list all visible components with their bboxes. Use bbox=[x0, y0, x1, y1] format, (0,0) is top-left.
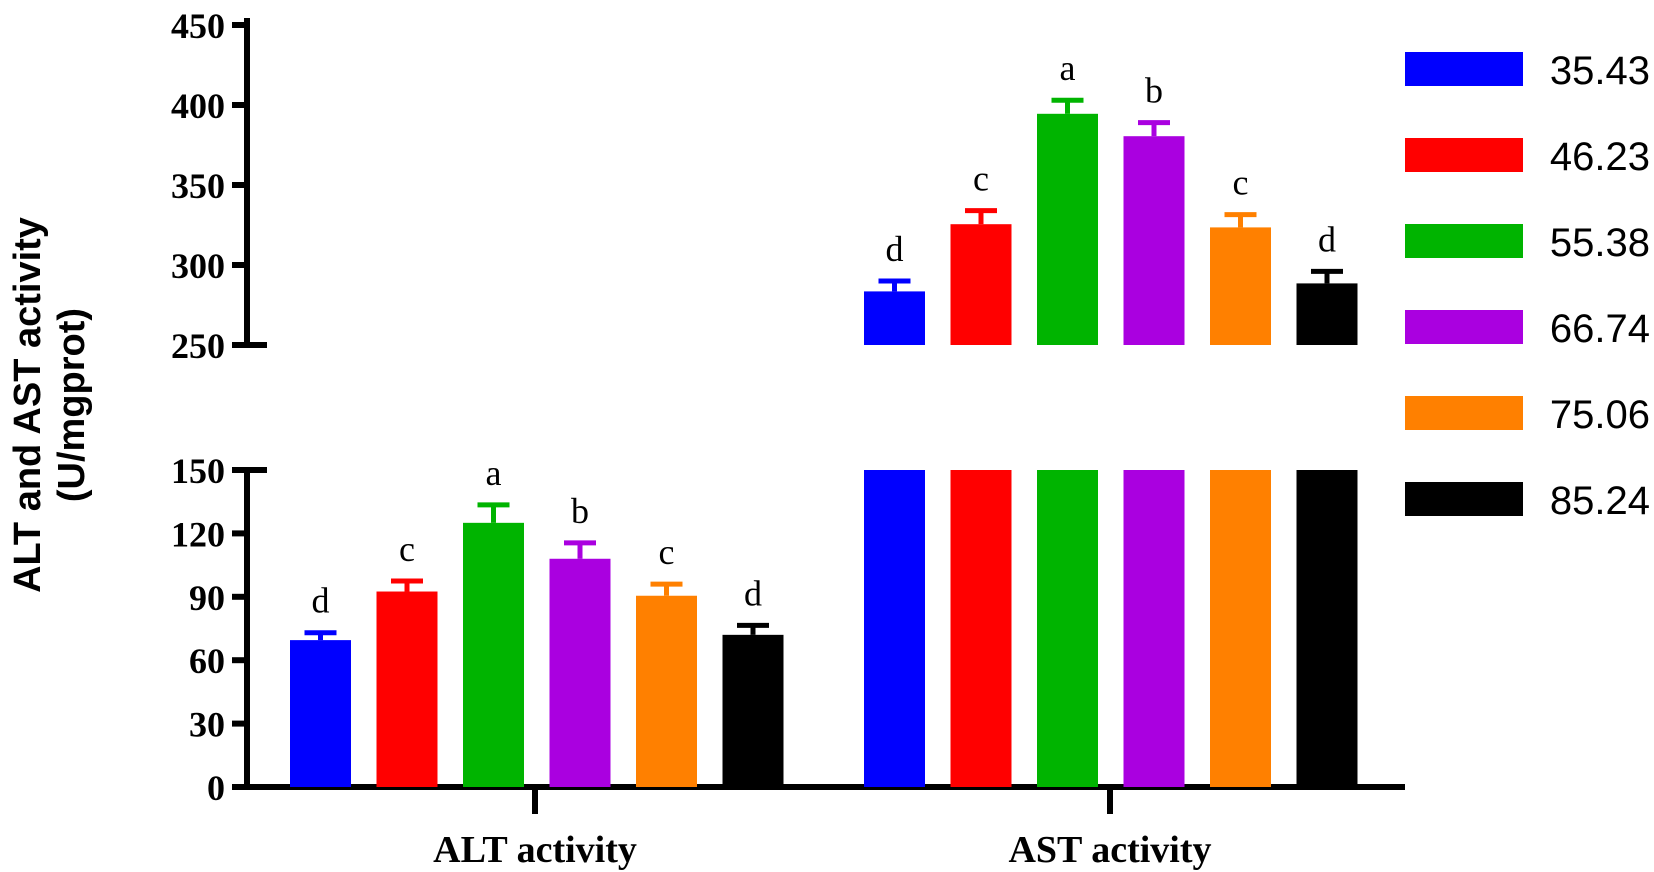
significance-letter: c bbox=[1233, 163, 1249, 203]
y-tick-label: 30 bbox=[189, 705, 225, 745]
bar bbox=[722, 634, 784, 787]
legend-swatch bbox=[1405, 138, 1523, 172]
y-tick-label: 120 bbox=[171, 514, 225, 554]
x-category-label: ALT activity bbox=[433, 829, 637, 871]
legend-label: 66.74 bbox=[1550, 307, 1650, 351]
significance-letter: b bbox=[571, 491, 589, 531]
bar bbox=[1296, 470, 1358, 787]
y-tick-label: 60 bbox=[189, 641, 225, 681]
legend-swatch bbox=[1405, 52, 1523, 86]
x-category-label: AST activity bbox=[1008, 829, 1211, 871]
significance-letter: d bbox=[1318, 219, 1336, 259]
bar bbox=[376, 591, 438, 787]
y-axis-title-line: (U/mgprot) bbox=[51, 308, 93, 502]
bar bbox=[1037, 470, 1098, 787]
significance-letter: b bbox=[1145, 71, 1163, 111]
y-axis-title: ALT and AST activity(U/mgprot) bbox=[7, 217, 93, 593]
significance-letter: a bbox=[486, 453, 502, 493]
bar bbox=[463, 522, 524, 787]
significance-letter: a bbox=[1060, 48, 1076, 88]
significance-letter: d bbox=[886, 229, 904, 269]
x-axis: ALT activity AST activity bbox=[244, 784, 1405, 871]
y-tick-label: 350 bbox=[171, 166, 225, 206]
bar bbox=[290, 640, 351, 787]
legend-label: 55.38 bbox=[1550, 221, 1650, 265]
significance-letter: c bbox=[659, 532, 675, 572]
bar bbox=[1123, 136, 1185, 345]
legend-label: 46.23 bbox=[1550, 135, 1650, 179]
legend-swatch bbox=[1405, 310, 1523, 344]
y-tick-label: 90 bbox=[189, 578, 225, 618]
bar bbox=[1296, 283, 1358, 345]
bar bbox=[1123, 470, 1185, 787]
bar bbox=[950, 224, 1012, 345]
significance-letter: d bbox=[744, 573, 762, 613]
bar bbox=[1210, 227, 1271, 345]
bar bbox=[549, 558, 611, 787]
legend-label: 75.06 bbox=[1550, 393, 1650, 437]
legend-swatch bbox=[1405, 482, 1523, 516]
legend-label: 85.24 bbox=[1550, 479, 1650, 523]
y-tick-label: 250 bbox=[171, 326, 225, 366]
significance-letter: c bbox=[399, 529, 415, 569]
bar bbox=[1210, 470, 1271, 787]
legend-swatch bbox=[1405, 224, 1523, 258]
y-tick-label: 300 bbox=[171, 246, 225, 286]
bar bbox=[864, 470, 925, 787]
legend: 35.43 46.23 55.38 66.74 75.06 85.24 bbox=[1405, 49, 1650, 523]
bar bbox=[950, 470, 1012, 787]
y-axis-title-line: ALT and AST activity bbox=[7, 217, 49, 593]
y-tick-label: 450 bbox=[171, 6, 225, 46]
bar bbox=[636, 595, 697, 787]
legend-label: 35.43 bbox=[1550, 49, 1650, 93]
bar bbox=[864, 291, 925, 345]
y-tick-label: 400 bbox=[171, 86, 225, 126]
y-axis: 0 30 60 90 120 150 250 300 350 400 450 bbox=[171, 6, 267, 808]
y-tick-label: 150 bbox=[171, 451, 225, 491]
bar bbox=[1037, 113, 1098, 345]
bars: d d c c a a b b c c d d bbox=[290, 48, 1358, 787]
significance-letter: c bbox=[973, 159, 989, 199]
y-tick-label: 0 bbox=[207, 768, 225, 808]
legend-swatch bbox=[1405, 396, 1523, 430]
significance-letter: d bbox=[312, 581, 330, 621]
